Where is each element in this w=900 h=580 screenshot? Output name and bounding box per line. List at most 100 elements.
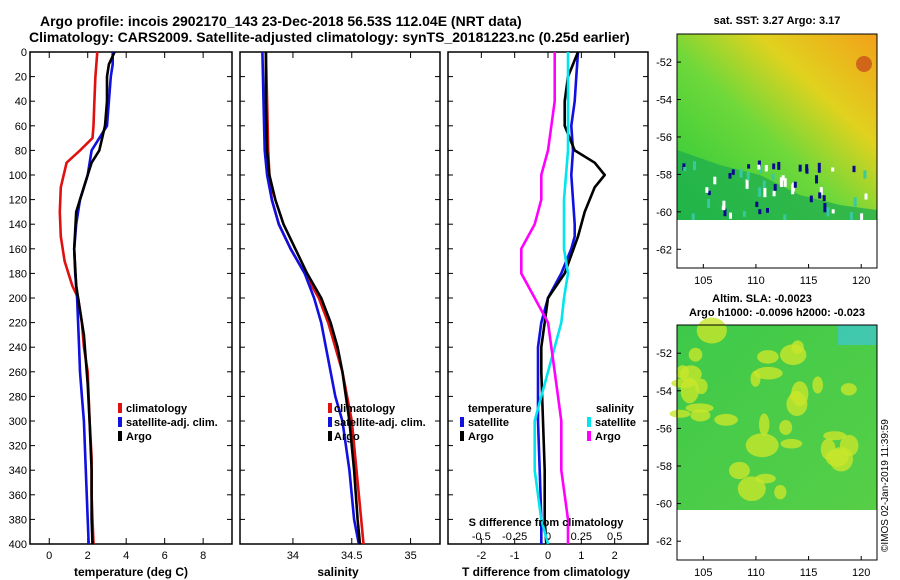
depth-tick-label: 260 (9, 367, 27, 379)
depth-tick-label: 220 (9, 318, 27, 330)
sst-pixel (783, 214, 787, 222)
legend-swatch-sal-satellite (587, 417, 591, 427)
depth-tick-label: 100 (9, 170, 27, 182)
sst-texture (677, 56, 877, 222)
difference-series-temperature-argo (539, 51, 607, 545)
sst-pixel (705, 187, 709, 193)
sst-pixel (731, 169, 735, 175)
sst-pixel (772, 163, 776, 170)
legend-heading-salinity: salinity (596, 403, 635, 415)
difference-top-xtick-label: 0 (545, 531, 551, 543)
legend-swatch-climatology (118, 403, 122, 413)
sla-anomaly-blob (757, 350, 779, 364)
legend-label-sal-satellite: satellite (595, 417, 636, 429)
sst-pixel (739, 168, 743, 178)
sst-pixel (758, 187, 762, 197)
depth-tick-label: 120 (9, 195, 27, 207)
temperature-xtick-label: 0 (46, 550, 52, 562)
sla-anomaly-blob (780, 344, 807, 366)
sst-pixel (783, 178, 787, 187)
sst-pixel (791, 184, 795, 195)
sst-pixel (745, 179, 749, 189)
sst-pixel (728, 173, 732, 179)
sst-ytick-label: -56 (656, 132, 672, 144)
sla-anomaly-blob (823, 431, 847, 441)
sla-ytick-label: -60 (656, 499, 672, 511)
sst-pixel (805, 168, 809, 174)
sst-pixel (777, 161, 781, 170)
sst-pixel (817, 162, 821, 173)
depth-tick-label: 200 (9, 293, 27, 305)
sla-anomaly-blob (745, 433, 779, 458)
temperature-xtick-label: 4 (123, 550, 129, 562)
depth-tick-label: 140 (9, 219, 27, 231)
difference-top-xtick-label: -0.25 (502, 531, 527, 543)
legend-swatch-argo (328, 431, 332, 441)
sst-xtick-label: 110 (747, 275, 765, 287)
legend-label-climatology: climatology (334, 403, 396, 415)
sst-pixel (758, 209, 762, 215)
sst-pixel (764, 165, 768, 172)
sst-pixel (693, 161, 696, 171)
sst-pixel (723, 208, 727, 217)
title-line-2: Climatology: CARS2009. Satellite-adjuste… (29, 29, 630, 45)
sla-anomaly-blob (786, 392, 808, 417)
salinity-series-argo (264, 52, 362, 545)
sst-xtick-label: 120 (852, 275, 870, 287)
difference-xlabel: T difference from climatology (462, 565, 630, 579)
difference-xtick-label: -1 (510, 550, 520, 562)
sst-pixel (773, 184, 777, 191)
depth-tick-label: 0 (21, 47, 27, 59)
sla-anomaly-blob (750, 370, 761, 387)
sst-title: sat. SST: 3.27 Argo: 3.17 (714, 15, 841, 27)
depth-tick-label: 20 (15, 72, 27, 84)
legend-swatch-satellite (328, 417, 332, 427)
depth-tick-label: 180 (9, 268, 27, 280)
sla-anomaly-blob (779, 420, 793, 435)
legend-swatch-climatology (328, 403, 332, 413)
sst-pixel (755, 201, 759, 208)
sst-pixel (819, 187, 823, 195)
salinity-axes-ticks: 34 34.5 35 (240, 51, 440, 562)
sst-pixel (707, 198, 711, 209)
sla-anomaly-blob (839, 434, 859, 457)
depth-tick-label: 60 (15, 121, 27, 133)
sst-ytick-label: -62 (656, 244, 672, 256)
sla-title-line-1: Altim. SLA: -0.0023 (712, 293, 812, 305)
legend-heading-temperature: temperature (468, 403, 532, 415)
sst-ytick-label: -60 (656, 207, 672, 219)
sst-pixel (707, 190, 711, 196)
sla-xtick-label: 110 (747, 567, 765, 579)
sla-ytick-label: -52 (656, 348, 672, 360)
difference-series-salinity-satellite (533, 52, 570, 545)
sst-ytick-label: -58 (656, 169, 672, 181)
sst-pixel (759, 166, 763, 174)
sst-map-frame (676, 33, 878, 269)
temperature-series (58, 51, 116, 545)
sst-pixel (849, 212, 853, 221)
sst-pixel (779, 177, 783, 188)
sst-pixel (683, 167, 687, 172)
difference-series (519, 51, 607, 545)
temperature-xtick-label: 6 (162, 550, 168, 562)
sst-pixel (852, 165, 856, 173)
depth-tick-label: 160 (9, 244, 27, 256)
temperature-xtick-label: 2 (85, 550, 91, 562)
depth-tick-label: 40 (15, 96, 27, 108)
salinity-xtick-label: 35 (404, 550, 416, 562)
sst-pixel (860, 213, 864, 220)
sst-pixel (747, 164, 751, 169)
sla-xtick-label: 120 (852, 567, 870, 579)
temperature-xlabel: temperature (deg C) (74, 565, 188, 579)
depth-tick-label: 400 (9, 539, 27, 551)
sst-pixel (713, 176, 717, 185)
sla-map-panel: Altim. SLA: -0.0023 Argo h1000: -0.0096 … (656, 293, 878, 579)
difference-legend: temperature satellite Argo salinity sate… (460, 403, 636, 443)
depth-tick-label: 240 (9, 342, 27, 354)
sst-pixel (822, 195, 826, 202)
legend-swatch-satellite (118, 417, 122, 427)
salinity-series (261, 51, 365, 545)
depth-tick-label: 380 (9, 514, 27, 526)
sst-ytick-label: -52 (656, 57, 672, 69)
sla-cyan-patch (838, 325, 877, 345)
